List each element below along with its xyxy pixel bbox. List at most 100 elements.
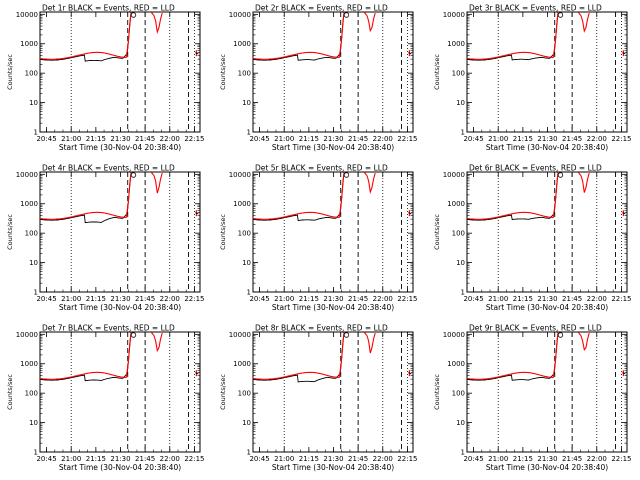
y-tick-label: 100 xyxy=(452,390,465,398)
y-tick-label: 1 xyxy=(247,449,251,457)
x-tick-label: 22:00 xyxy=(587,135,607,143)
plot-frame xyxy=(39,331,201,453)
x-tick-label: 20:45 xyxy=(463,135,483,143)
x-tick-label: 21:30 xyxy=(537,455,557,463)
y-axis-label: Counts/sec xyxy=(6,374,14,410)
lld-series-line xyxy=(578,172,590,193)
y-tick-label: 1 xyxy=(247,129,251,137)
x-tick-label: 21:45 xyxy=(562,295,582,303)
y-axis-label: Counts/sec xyxy=(219,374,227,410)
plot-area xyxy=(467,12,626,61)
detector-panel: Det 9r BLACK = Events, RED = LLD 1 10 100 10… xyxy=(433,324,632,473)
events-series-line xyxy=(467,13,559,61)
x-tick-label: 21:15 xyxy=(299,455,319,463)
x-tick-label: 22:00 xyxy=(160,135,180,143)
y-tick-label: 1 xyxy=(461,449,465,457)
lld-series-line xyxy=(467,332,559,380)
saturation-marker xyxy=(130,332,137,338)
y-tick-label: 1 xyxy=(461,289,465,297)
x-tick-label: 20:45 xyxy=(463,455,483,463)
saturation-marker xyxy=(130,12,137,18)
x-tick-label: 20:45 xyxy=(249,455,269,463)
x-tick-label: 20:45 xyxy=(249,295,269,303)
y-tick-label: 100 xyxy=(25,230,38,238)
x-tick-label: 22:00 xyxy=(587,455,607,463)
x-tick-label: 21:15 xyxy=(513,135,533,143)
panel-title: Det 6r BLACK = Events, RED = LLD xyxy=(469,164,602,173)
lld-series-line xyxy=(578,12,590,33)
y-tick-label: 100 xyxy=(238,230,251,238)
x-tick-label: 21:45 xyxy=(135,135,155,143)
x-tick-label: 20:45 xyxy=(463,295,483,303)
y-tick-label: 1 xyxy=(247,289,251,297)
x-axis-label: Start Time (30-Nov-04 20:38:40) xyxy=(486,463,608,472)
plot-area xyxy=(40,172,199,224)
y-tick-label: 1000 xyxy=(233,40,251,48)
lld-series-line xyxy=(364,332,376,354)
lld-series-line xyxy=(151,12,163,35)
lld-series-line xyxy=(40,332,132,380)
panel-title: Det 9r BLACK = Events, RED = LLD xyxy=(469,324,602,333)
x-tick-label: 21:30 xyxy=(110,455,130,463)
plot-frame xyxy=(39,11,201,133)
x-axis-label: Start Time (30-Nov-04 20:38:40) xyxy=(486,303,608,312)
events-late-point xyxy=(622,372,626,375)
plot-frame xyxy=(39,171,201,293)
x-tick-label: 21:00 xyxy=(61,135,81,143)
x-tick-label: 21:00 xyxy=(274,295,294,303)
y-tick-label: 1 xyxy=(461,129,465,137)
y-tick-label: 10000 xyxy=(229,11,251,19)
detector-panel: Det 7r BLACK = Events, RED = LLD 1 10 100 10… xyxy=(6,324,205,473)
y-tick-label: 10000 xyxy=(443,11,465,19)
y-tick-label: 100 xyxy=(238,70,251,78)
plot-area xyxy=(253,12,412,61)
detector-panel: Det 3r BLACK = Events, RED = LLD 1 10 100 10… xyxy=(433,4,632,153)
events-late-point xyxy=(622,212,626,215)
detector-panel: Det 1r BLACK = Events, RED = LLD 1 10 100 10… xyxy=(6,4,205,153)
x-tick-label: 22:00 xyxy=(587,295,607,303)
y-tick-label: 10 xyxy=(242,259,251,267)
panel-title: Det 4r BLACK = Events, RED = LLD xyxy=(42,164,175,173)
detector-panel: Det 4r BLACK = Events, RED = LLD 1 10 100 10… xyxy=(6,164,205,313)
lld-series-line xyxy=(40,12,132,60)
x-tick-label: 21:00 xyxy=(61,455,81,463)
lld-series-line xyxy=(364,12,376,33)
y-tick-label: 10000 xyxy=(443,171,465,179)
x-tick-label: 21:00 xyxy=(274,455,294,463)
y-tick-label: 10000 xyxy=(229,331,251,339)
lld-series-line xyxy=(253,12,345,60)
x-tick-label: 21:45 xyxy=(135,295,155,303)
plot-area xyxy=(253,172,412,222)
y-tick-label: 1000 xyxy=(20,40,38,48)
x-tick-label: 22:00 xyxy=(373,295,393,303)
events-late-point xyxy=(195,212,199,215)
saturation-marker xyxy=(130,172,137,178)
y-axis-label: Counts/sec xyxy=(433,54,441,90)
y-tick-label: 1000 xyxy=(233,200,251,208)
plot-area xyxy=(40,332,199,382)
lld-series-line xyxy=(578,332,590,351)
x-tick-label: 21:00 xyxy=(488,295,508,303)
x-tick-label: 22:15 xyxy=(611,295,631,303)
x-tick-label: 21:15 xyxy=(299,135,319,143)
x-tick-label: 20:45 xyxy=(36,135,56,143)
y-tick-label: 10 xyxy=(242,99,251,107)
y-tick-label: 1000 xyxy=(20,360,38,368)
lld-series-line xyxy=(467,12,559,60)
x-tick-label: 21:15 xyxy=(299,295,319,303)
x-tick-label: 22:15 xyxy=(397,135,417,143)
plot-frame xyxy=(466,11,628,133)
x-tick-label: 21:00 xyxy=(488,135,508,143)
events-late-point xyxy=(408,372,412,375)
x-tick-label: 21:15 xyxy=(86,455,106,463)
saturation-marker xyxy=(343,332,350,338)
y-tick-label: 10000 xyxy=(443,331,465,339)
x-tick-label: 21:45 xyxy=(135,455,155,463)
y-axis-label: Counts/sec xyxy=(433,214,441,250)
y-tick-label: 10000 xyxy=(229,171,251,179)
x-tick-label: 20:45 xyxy=(249,135,269,143)
lld-series-line xyxy=(151,172,163,194)
x-tick-label: 20:45 xyxy=(36,455,56,463)
panel-title: Det 2r BLACK = Events, RED = LLD xyxy=(255,4,388,13)
